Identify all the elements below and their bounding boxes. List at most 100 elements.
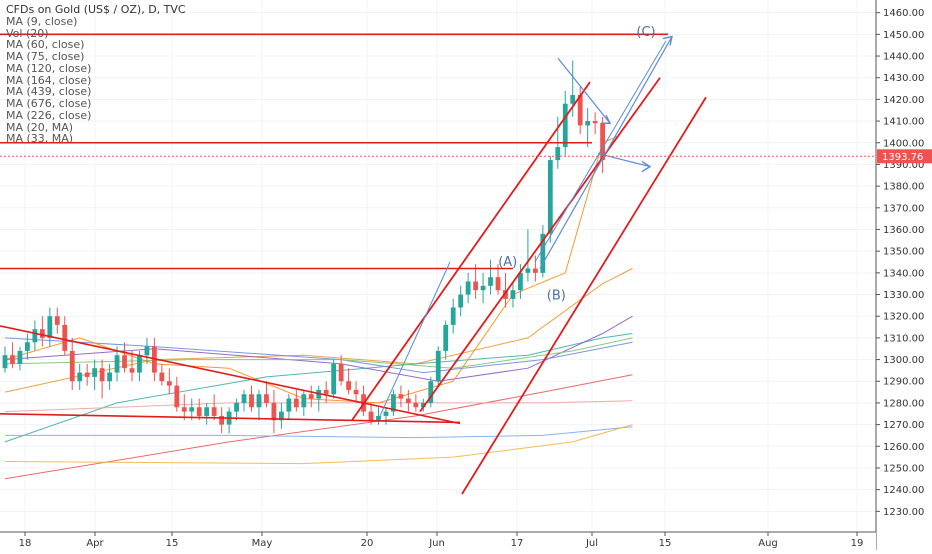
- study-label[interactable]: MA (20, MA): [6, 120, 74, 134]
- channel-lower-line[interactable]: [461, 96, 707, 495]
- candle-body[interactable]: [592, 121, 598, 124]
- candle-body[interactable]: [69, 350, 75, 382]
- candle-body[interactable]: [435, 350, 441, 382]
- wave-a-line[interactable]: [379, 261, 451, 417]
- candle-body[interactable]: [166, 381, 172, 386]
- candle-body[interactable]: [428, 381, 434, 403]
- wave-c-line[interactable]: [534, 40, 667, 263]
- candle-body[interactable]: [443, 324, 449, 351]
- candle-body[interactable]: [532, 268, 538, 273]
- candle-body[interactable]: [540, 233, 546, 273]
- forecast-arrow-line[interactable]: [539, 36, 673, 269]
- candle-body[interactable]: [129, 368, 135, 373]
- candle-body[interactable]: [47, 316, 53, 338]
- candle-body[interactable]: [488, 277, 493, 286]
- candle-body[interactable]: [196, 407, 202, 416]
- study-label[interactable]: Vol (20): [6, 26, 49, 40]
- candle-body[interactable]: [331, 363, 337, 395]
- candle-body[interactable]: [114, 355, 120, 373]
- candle-body[interactable]: [174, 385, 180, 408]
- candle-body[interactable]: [256, 394, 262, 408]
- candle-body[interactable]: [17, 350, 23, 364]
- candle-body[interactable]: [278, 411, 284, 421]
- candle-body[interactable]: [473, 281, 479, 291]
- candle-body[interactable]: [495, 277, 501, 291]
- candle-body[interactable]: [249, 394, 254, 408]
- candle-body[interactable]: [346, 381, 352, 390]
- candle-body[interactable]: [555, 147, 561, 161]
- candle-body[interactable]: [137, 355, 142, 373]
- candle-body[interactable]: [211, 407, 217, 416]
- study-label[interactable]: MA (120, close): [6, 61, 92, 75]
- candle-body[interactable]: [84, 372, 90, 377]
- candle-body[interactable]: [10, 355, 15, 364]
- study-label[interactable]: MA (164, close): [6, 73, 92, 87]
- candle-body[interactable]: [570, 95, 576, 104]
- candle-body[interactable]: [286, 398, 292, 412]
- candle-body[interactable]: [525, 268, 531, 273]
- candle-body[interactable]: [323, 389, 329, 395]
- candle-body[interactable]: [92, 368, 98, 377]
- candle-body[interactable]: [122, 355, 127, 369]
- candle-body[interactable]: [2, 355, 8, 369]
- forecast-arrow-line[interactable]: [557, 57, 611, 124]
- candle-body[interactable]: [338, 363, 344, 382]
- study-label[interactable]: MA (439, close): [6, 85, 92, 99]
- candle-body[interactable]: [62, 324, 68, 351]
- candle-body[interactable]: [420, 402, 426, 408]
- candle-body[interactable]: [264, 394, 269, 403]
- candle-body[interactable]: [241, 394, 247, 403]
- candle-body[interactable]: [144, 346, 150, 356]
- candle-body[interactable]: [405, 398, 411, 403]
- candle-body[interactable]: [107, 372, 112, 382]
- candle-body[interactable]: [413, 402, 419, 408]
- candle-body[interactable]: [585, 121, 591, 126]
- candle-body[interactable]: [600, 123, 605, 161]
- candle-body[interactable]: [577, 95, 583, 126]
- candle-body[interactable]: [271, 402, 277, 421]
- channel-middle-line[interactable]: [419, 77, 661, 413]
- candle-body[interactable]: [77, 372, 83, 382]
- candle-body[interactable]: [204, 407, 210, 416]
- candle-body[interactable]: [480, 285, 486, 291]
- candle-body[interactable]: [152, 346, 157, 373]
- candle-body[interactable]: [181, 407, 187, 412]
- candle-body[interactable]: [159, 372, 165, 382]
- candle-body[interactable]: [32, 329, 38, 343]
- candle-body[interactable]: [458, 294, 464, 308]
- study-label[interactable]: MA (33, MA): [6, 132, 74, 146]
- candle-body[interactable]: [308, 394, 314, 399]
- triangle-lower-line[interactable]: [0, 412, 461, 424]
- candle-body[interactable]: [54, 316, 60, 325]
- candle-body[interactable]: [465, 281, 471, 295]
- study-label[interactable]: MA (75, close): [6, 50, 85, 63]
- channel-upper-line[interactable]: [351, 81, 591, 421]
- study-label[interactable]: MA (60, close): [6, 38, 85, 52]
- candle-body[interactable]: [450, 307, 456, 325]
- candle-body[interactable]: [547, 160, 553, 234]
- candle-body[interactable]: [301, 394, 307, 408]
- candle-body[interactable]: [189, 407, 195, 412]
- candle-body[interactable]: [398, 394, 404, 399]
- candle-body[interactable]: [510, 290, 516, 299]
- candle-body[interactable]: [219, 415, 225, 425]
- candle-body[interactable]: [368, 411, 374, 421]
- candle-body[interactable]: [518, 272, 523, 291]
- candle-body[interactable]: [25, 342, 30, 351]
- candle-body[interactable]: [391, 394, 396, 412]
- candle-body[interactable]: [503, 290, 508, 299]
- candle-body[interactable]: [39, 329, 45, 338]
- candle-body[interactable]: [99, 368, 105, 382]
- triangle-upper-line[interactable]: [0, 325, 461, 425]
- study-label[interactable]: MA (9, close): [6, 14, 78, 28]
- study-label[interactable]: MA (226, close): [6, 108, 92, 122]
- candle-body[interactable]: [562, 103, 568, 148]
- candle-body[interactable]: [376, 415, 381, 421]
- candle-body[interactable]: [353, 389, 359, 395]
- candle-body[interactable]: [234, 402, 239, 412]
- forecast-arrow-line[interactable]: [597, 153, 651, 168]
- study-label[interactable]: MA (676, close): [6, 97, 92, 110]
- candle-body[interactable]: [383, 411, 389, 416]
